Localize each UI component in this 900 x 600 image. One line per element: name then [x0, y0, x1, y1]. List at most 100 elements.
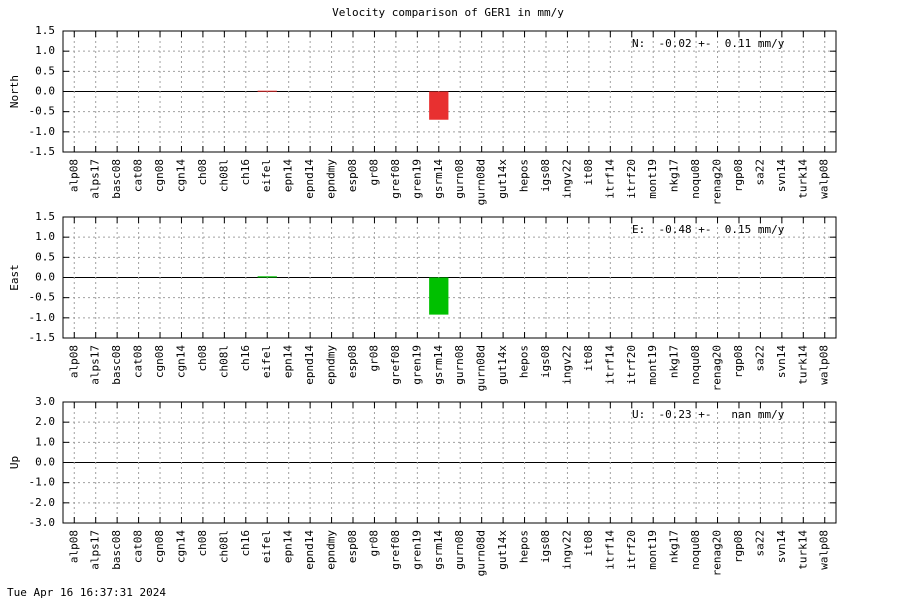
x-tick-label: rgp08 — [732, 345, 745, 378]
y-tick-label: 0.0 — [35, 85, 55, 98]
x-tick-label: ch08l — [217, 345, 230, 378]
x-tick-label: ingv22 — [560, 345, 573, 385]
x-tick-label: alps17 — [89, 159, 102, 199]
x-tick-label: epndmy — [325, 345, 338, 385]
x-tick-label: walp08 — [818, 345, 831, 385]
x-tick-label: eifel — [260, 159, 273, 192]
x-tick-label: gr08 — [367, 345, 380, 372]
annotation: U: -0.23 +- nan mm/y — [632, 408, 785, 421]
x-tick-label: cgn14 — [174, 530, 187, 563]
x-tick-label: svn14 — [775, 345, 788, 378]
bar — [429, 91, 449, 120]
x-tick-label: epn14 — [282, 530, 295, 563]
x-tick-label: turk14 — [796, 159, 809, 199]
x-tick-label: hepos — [518, 345, 531, 378]
y-tick-label: 1.5 — [35, 24, 55, 37]
y-tick-label: -1.0 — [29, 125, 56, 138]
x-tick-label: basc08 — [110, 530, 123, 570]
y-axis-label: North — [8, 75, 21, 108]
timestamp: Tue Apr 16 16:37:31 2024 — [7, 586, 166, 599]
x-tick-label: gurn08 — [453, 345, 466, 385]
y-tick-label: -1.0 — [29, 311, 56, 324]
x-tick-label: ingv22 — [560, 530, 573, 570]
x-tick-label: cgn08 — [153, 159, 166, 192]
y-tick-label: 1.0 — [35, 230, 55, 243]
x-tick-label: nkg17 — [668, 345, 681, 378]
x-tick-label: ch08 — [196, 530, 209, 557]
x-tick-label: mont19 — [646, 345, 659, 385]
x-tick-label: esp08 — [346, 530, 359, 563]
x-tick-label: itrf14 — [603, 530, 616, 570]
y-tick-label: 1.5 — [35, 210, 55, 223]
x-tick-label: itrf14 — [603, 159, 616, 199]
x-tick-label: gurn08d — [475, 159, 488, 205]
x-tick-label: gref08 — [389, 159, 402, 199]
plot-frame — [62, 401, 837, 524]
x-tick-label: eifel — [260, 345, 273, 378]
bar — [257, 90, 277, 92]
x-tick-label: igs08 — [539, 345, 552, 378]
x-tick-label: renag20 — [711, 159, 724, 205]
x-tick-label: cgn08 — [153, 345, 166, 378]
x-tick-label: nkg17 — [668, 159, 681, 192]
plot-frame — [62, 216, 837, 339]
x-tick-label: eifel — [260, 530, 273, 563]
x-tick-label: cgn14 — [174, 159, 187, 192]
x-tick-label: epnd14 — [303, 159, 316, 199]
x-tick-label: ingv22 — [560, 159, 573, 199]
x-tick-label: hepos — [518, 159, 531, 192]
x-tick-label: itrf20 — [625, 159, 638, 199]
y-tick-label: -1.0 — [29, 476, 56, 489]
x-tick-label: noqu08 — [689, 530, 702, 570]
x-tick-label: gren19 — [410, 345, 423, 385]
x-tick-label: turk14 — [796, 345, 809, 385]
x-tick-label: gurn08 — [453, 159, 466, 199]
x-tick-label: epn14 — [282, 345, 295, 378]
x-tick-label: mont19 — [646, 530, 659, 570]
y-axis-label: East — [8, 264, 21, 291]
x-tick-label: gut14x — [496, 345, 509, 385]
x-tick-label: igs08 — [539, 530, 552, 563]
x-tick-label: hepos — [518, 530, 531, 563]
x-tick-label: epnd14 — [303, 530, 316, 570]
x-tick-label: turk14 — [796, 530, 809, 570]
x-tick-label: esp08 — [346, 159, 359, 192]
x-tick-label: itrf14 — [603, 345, 616, 385]
x-tick-label: gref08 — [389, 530, 402, 570]
x-tick-label: gurn08 — [453, 530, 466, 570]
y-tick-label: 0.0 — [35, 271, 55, 284]
x-tick-label: gren19 — [410, 530, 423, 570]
x-tick-label: gut14x — [496, 159, 509, 199]
x-tick-label: ch16 — [239, 159, 252, 186]
x-tick-label: alps17 — [89, 345, 102, 385]
x-tick-label: gref08 — [389, 345, 402, 385]
x-tick-label: it08 — [582, 345, 595, 372]
x-tick-label: rgp08 — [732, 530, 745, 563]
y-tick-label: 1.0 — [35, 435, 55, 448]
plot-frame — [62, 30, 837, 153]
y-axis-label: Up — [8, 456, 21, 469]
x-tick-label: gurn08d — [475, 530, 488, 576]
x-tick-label: noqu08 — [689, 345, 702, 385]
x-tick-label: epn14 — [282, 159, 295, 192]
x-tick-label: epnd14 — [303, 345, 316, 385]
x-tick-label: ch08l — [217, 530, 230, 563]
annotation: E: -0.48 +- 0.15 mm/y — [632, 223, 785, 236]
x-tick-label: nkg17 — [668, 530, 681, 563]
x-tick-label: mont19 — [646, 159, 659, 199]
x-tick-label: noqu08 — [689, 159, 702, 199]
y-tick-label: 3.0 — [35, 395, 55, 408]
x-tick-label: gr08 — [367, 530, 380, 557]
y-tick-label: -2.0 — [29, 496, 56, 509]
x-tick-label: it08 — [582, 530, 595, 557]
annotation: N: -0.02 +- 0.11 mm/y — [632, 37, 785, 50]
x-tick-label: cat08 — [132, 159, 145, 192]
x-tick-label: walp08 — [818, 159, 831, 199]
x-tick-label: ch16 — [239, 530, 252, 557]
x-tick-label: itrf20 — [625, 345, 638, 385]
x-tick-label: gut14x — [496, 530, 509, 570]
x-tick-label: cgn14 — [174, 345, 187, 378]
x-tick-label: alp08 — [67, 530, 80, 563]
